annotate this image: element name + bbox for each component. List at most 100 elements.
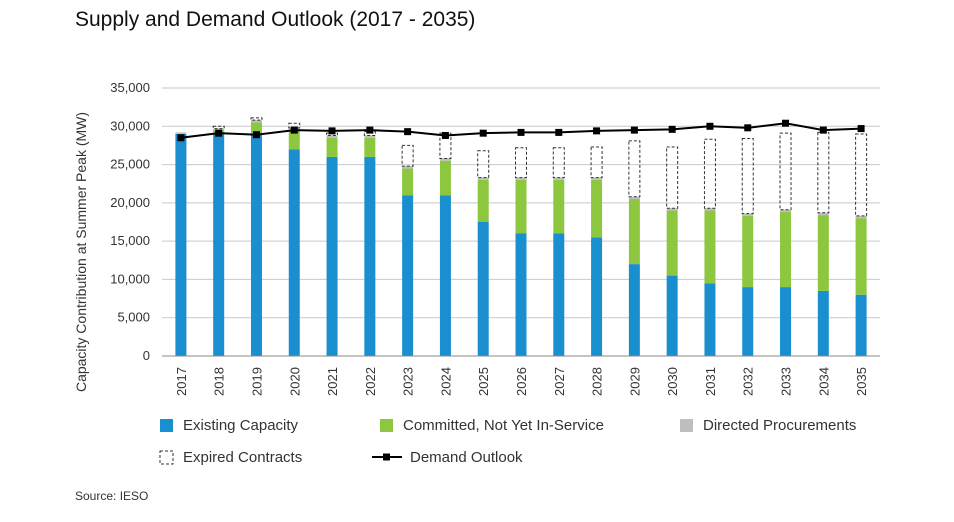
bar-segment <box>175 132 187 134</box>
y-tick-label: 10,000 <box>110 271 150 286</box>
expired-contract-outline <box>401 144 414 167</box>
x-tick-label: 2024 <box>438 367 453 396</box>
bar-segment <box>402 166 414 169</box>
expired-contract-outline <box>552 147 565 179</box>
bar-segment <box>817 290 829 356</box>
demand-outlook-point <box>630 126 638 134</box>
expired-contract-outline <box>212 125 225 130</box>
expired-contract-outline <box>817 131 830 214</box>
bar-segment <box>780 209 792 213</box>
expired-contract-outline <box>666 146 679 209</box>
bar-segment <box>364 137 376 157</box>
bar-segment <box>364 135 376 138</box>
demand-outlook-point <box>328 127 336 135</box>
x-tick-label: 2026 <box>514 367 529 396</box>
x-tick-label: 2030 <box>665 367 680 396</box>
bar-segment <box>591 177 603 180</box>
bar-segment <box>553 177 565 180</box>
demand-outlook-point <box>441 131 449 139</box>
bar-segment <box>213 128 225 131</box>
bar-segment <box>288 149 300 356</box>
legend-label: Existing Capacity <box>183 417 299 434</box>
bar-segment <box>364 156 376 356</box>
expired-contract-outline <box>477 150 490 179</box>
bar-segment <box>855 294 867 356</box>
demand-outlook-point <box>668 125 676 133</box>
bar-segment <box>477 222 489 356</box>
bar-segment <box>515 179 527 234</box>
bar-segment <box>817 215 829 291</box>
x-tick-label: 2034 <box>816 367 831 396</box>
expired-contract-outline <box>703 138 716 209</box>
demand-outlook-point <box>857 125 865 133</box>
bar-segment <box>666 210 678 276</box>
bar-segment <box>666 208 678 211</box>
demand-outlook-point <box>706 122 714 130</box>
bar-segment <box>742 213 754 216</box>
y-tick-label: 0 <box>143 348 150 363</box>
legend-label: Expired Contracts <box>183 449 302 466</box>
demand-outlook-point <box>593 127 601 135</box>
legend-swatch <box>680 419 693 432</box>
expired-contract-outline <box>515 147 527 179</box>
bar-segment <box>855 218 867 295</box>
source-note: Source: IESO <box>75 489 149 503</box>
expired-contract-outline <box>741 138 754 215</box>
demand-outlook-point <box>215 129 223 137</box>
bar-segment <box>402 168 414 196</box>
bar-segment <box>855 215 867 219</box>
x-tick-label: 2032 <box>741 367 756 396</box>
expired-contract-outline <box>250 117 263 121</box>
legend-label: Committed, Not Yet In-Service <box>403 417 604 434</box>
y-axis-title: Capacity Contribution at Summer Peak (MW… <box>73 112 89 392</box>
bar-segment <box>439 160 451 196</box>
bar-segment <box>780 287 792 356</box>
bar-segment <box>666 275 678 356</box>
demand-outlook-point <box>404 128 412 136</box>
x-tick-label: 2018 <box>212 367 227 396</box>
bar-segment <box>515 177 527 180</box>
bar-segment <box>326 137 338 157</box>
demand-outlook-point <box>555 128 563 136</box>
x-tick-label: 2023 <box>401 367 416 396</box>
bar-segment <box>704 208 716 211</box>
bar-segment <box>477 179 489 222</box>
y-tick-label: 25,000 <box>110 157 150 172</box>
x-tick-label: 2029 <box>627 367 642 396</box>
bar-segment <box>477 177 489 180</box>
expired-contract-outline <box>779 132 792 211</box>
bar-segment <box>553 233 565 356</box>
bar-segment <box>326 135 338 138</box>
bar-segment <box>817 212 829 216</box>
demand-outlook-point <box>819 126 827 134</box>
y-tick-label: 35,000 <box>110 80 150 95</box>
y-tick-label: 15,000 <box>110 233 150 248</box>
bar-segment <box>439 158 451 161</box>
bar-segment <box>591 179 603 238</box>
legend-swatch <box>380 419 393 432</box>
x-tick-label: 2025 <box>476 367 491 396</box>
bar-segment <box>628 199 640 265</box>
legend-swatch <box>159 450 174 465</box>
y-tick-label: 5,000 <box>117 310 150 325</box>
legend-label: Demand Outlook <box>410 449 523 466</box>
x-tick-label: 2028 <box>590 367 605 396</box>
y-tick-label: 20,000 <box>110 195 150 210</box>
legend-label: Directed Procurements <box>703 417 856 434</box>
legend-swatch <box>160 419 173 432</box>
bar-segment <box>704 283 716 356</box>
bar-segment <box>515 233 527 356</box>
bar-segment <box>553 179 565 234</box>
bar-segment <box>591 237 603 356</box>
demand-outlook-point <box>479 129 487 137</box>
demand-outlook-point <box>517 128 525 136</box>
bar-segment <box>175 133 187 356</box>
x-tick-label: 2035 <box>854 367 869 396</box>
x-tick-label: 2020 <box>287 367 302 396</box>
bar-segment <box>213 133 225 356</box>
bar-segment <box>780 212 792 288</box>
x-tick-label: 2027 <box>552 367 567 396</box>
bar-segment <box>250 120 262 123</box>
expired-contract-outline <box>855 133 868 217</box>
